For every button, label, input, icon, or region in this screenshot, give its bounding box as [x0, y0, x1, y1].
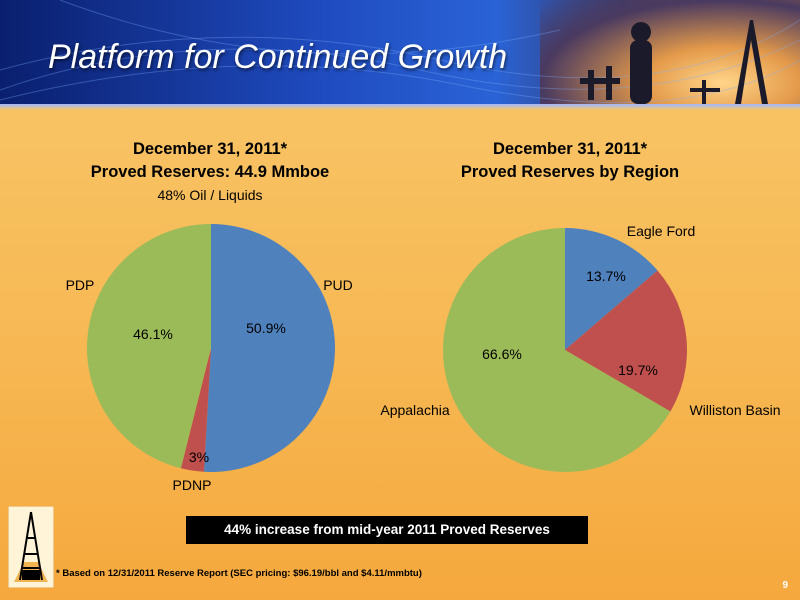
chart1-title-block: December 31, 2011* Proved Reserves: 44.9… — [60, 138, 360, 184]
chart2-category-label: Eagle Ford — [627, 223, 695, 239]
chart1-value-label: 3% — [189, 449, 209, 465]
chart2-category-label: Appalachia — [380, 402, 449, 418]
highlight-banner: 44% increase from mid-year 2011 Proved R… — [186, 516, 588, 544]
oil-rig-silhouette — [580, 20, 768, 104]
chart2-value-label: 19.7% — [618, 362, 658, 378]
chart1-slice-pud — [203, 224, 336, 472]
chart2-category-label: Williston Basin — [689, 402, 780, 418]
chart1-note: 48% Oil / Liquids — [157, 187, 263, 203]
chart2-slice-williston-basin — [565, 270, 687, 412]
chart2-subtitle: Proved Reserves by Region — [460, 163, 680, 181]
chart2-slice-appalachia — [442, 227, 671, 472]
banner-decoration — [0, 0, 800, 104]
footnote: * Based on 12/31/2011 Reserve Report (SE… — [56, 568, 422, 579]
banner-divider — [0, 104, 800, 110]
chart1-slice-pdnp — [180, 348, 211, 472]
company-logo — [8, 506, 54, 588]
chart2-title-block: December 31, 2011* Proved Reserves by Re… — [420, 138, 720, 184]
chart1-subtitle: Proved Reserves: 44.9 Mmboe — [90, 163, 330, 181]
slide-title: Platform for Continued Growth — [48, 38, 508, 76]
chart1-title: December 31, 2011* — [132, 140, 288, 158]
chart2-slice-eagle-ford — [565, 228, 658, 350]
chart2-value-label: 66.6% — [482, 346, 522, 362]
chart1-value-label: 46.1% — [133, 326, 173, 342]
chart1-slice-pdp — [87, 224, 211, 469]
page-number: 9 — [782, 580, 788, 591]
chart2-value-label: 13.7% — [586, 268, 626, 284]
chart1-value-label: 50.9% — [246, 320, 286, 336]
chart1-category-label: PDP — [66, 277, 95, 293]
chart2-title: December 31, 2011* — [492, 140, 648, 158]
chart1-category-label: PUD — [323, 277, 353, 293]
header-banner: Platform for Continued Growth — [0, 0, 800, 110]
chart1-category-label: PDNP — [173, 477, 212, 493]
